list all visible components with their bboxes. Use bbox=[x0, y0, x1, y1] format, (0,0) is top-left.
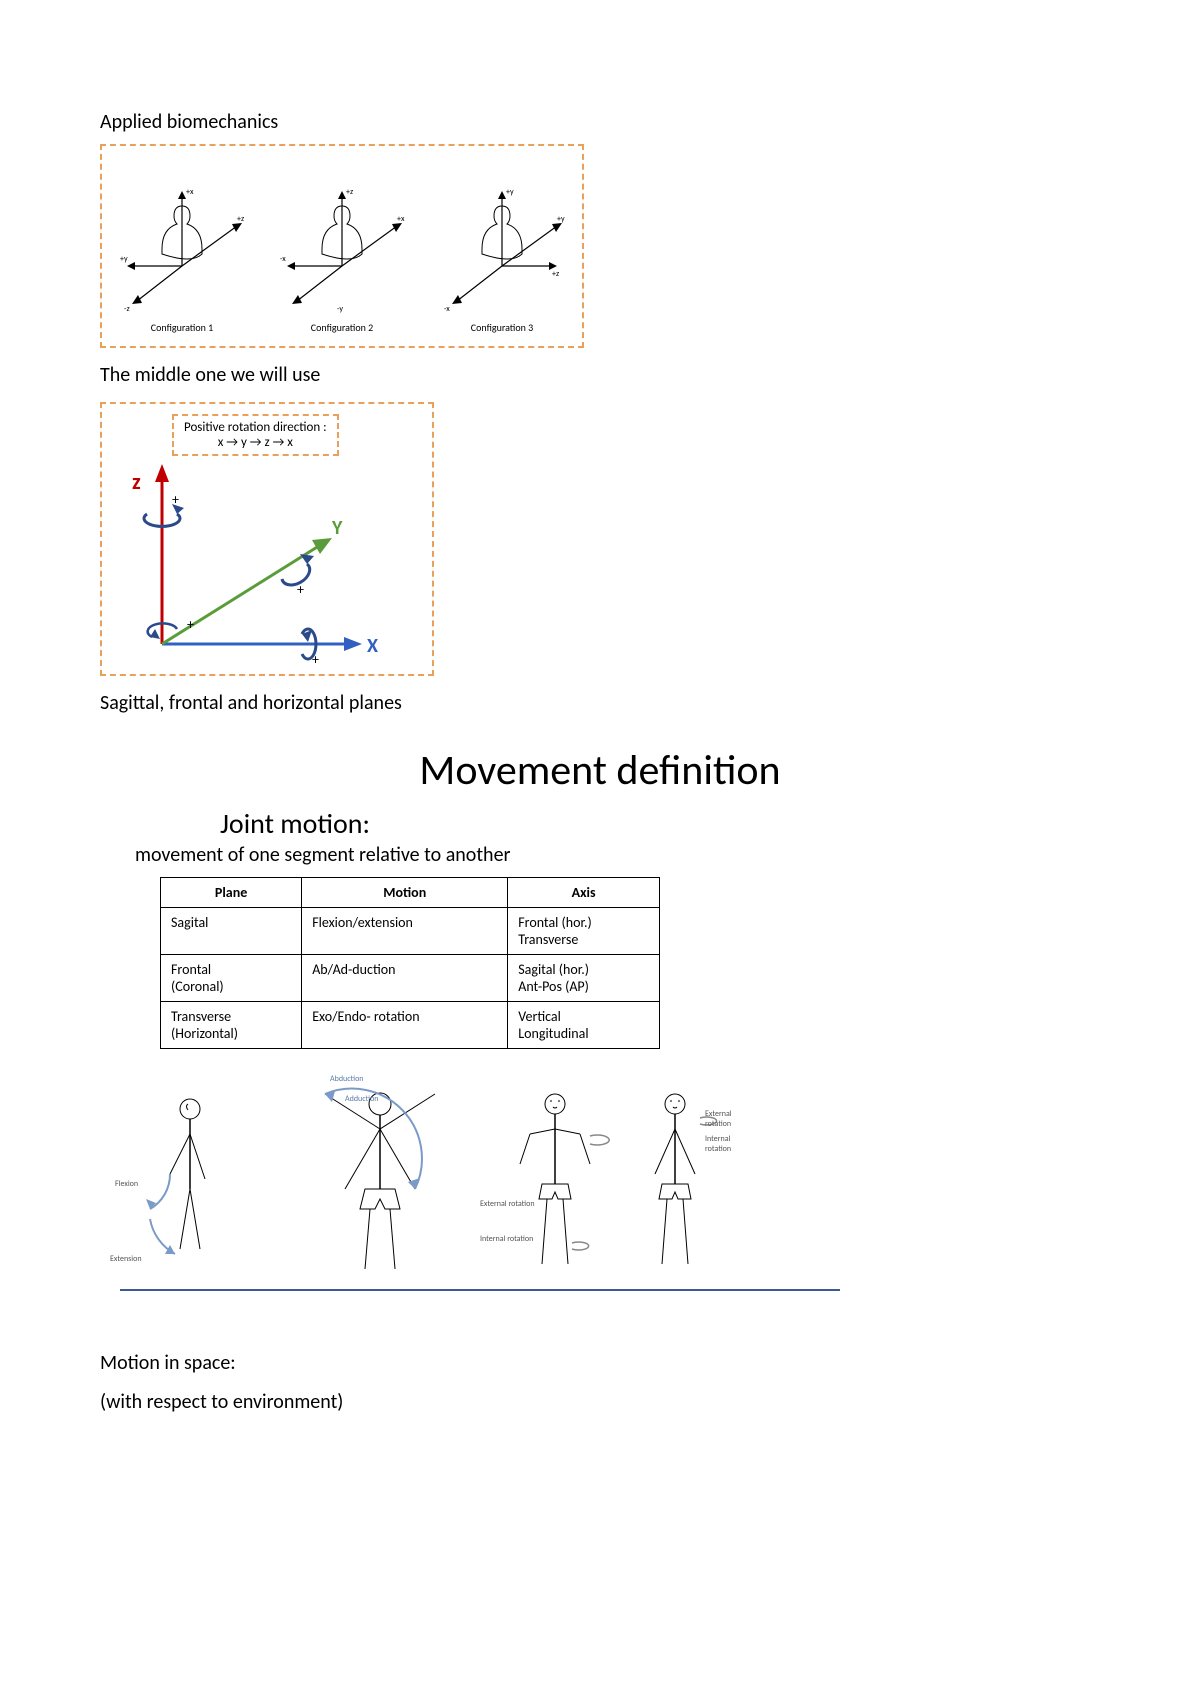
config2-svg: +z -x +x -y bbox=[272, 176, 412, 316]
svg-text:+: + bbox=[172, 491, 179, 508]
abduction-label: Abduction bbox=[330, 1074, 364, 1084]
rotation-svg: z + X + Y + + bbox=[102, 404, 432, 674]
table-row: Transverse(Horizontal)Exo/Endo- rotation… bbox=[161, 1002, 660, 1049]
extension-label: Extension bbox=[110, 1254, 142, 1264]
movement-title: Movement definition bbox=[100, 745, 1100, 796]
table-cell: Flexion/extension bbox=[302, 908, 508, 955]
motion-env: (with respect to environment) bbox=[100, 1390, 1100, 1414]
svg-text:+: + bbox=[187, 616, 194, 633]
rotation-figure: External rotation Internal rotation Exte… bbox=[490, 1079, 750, 1284]
col-plane: Plane bbox=[161, 878, 302, 908]
svg-text:+x: +x bbox=[397, 214, 405, 224]
table-cell: Sagital bbox=[161, 908, 302, 955]
svg-text:+z: +z bbox=[346, 187, 353, 197]
config3-label: Configuration 3 bbox=[471, 321, 533, 334]
table-cell: Ab/Ad-duction bbox=[302, 955, 508, 1002]
svg-text:+z: +z bbox=[552, 269, 559, 279]
table-cell: Transverse(Horizontal) bbox=[161, 1002, 302, 1049]
page: Applied biomechanics +x +y bbox=[0, 0, 1200, 1514]
configurations-box: +x +y +z -z Configuration 1 bbox=[100, 144, 584, 348]
config1-label: Configuration 1 bbox=[151, 321, 213, 334]
svg-text:+x: +x bbox=[186, 187, 194, 197]
motion-table: Plane Motion Axis SagitalFlexion/extensi… bbox=[160, 877, 660, 1049]
table-cell: Frontal(Coronal) bbox=[161, 955, 302, 1002]
z-label: z bbox=[132, 468, 141, 495]
adduction-label: Adduction bbox=[345, 1094, 379, 1104]
movement-desc: movement of one segment relative to anot… bbox=[135, 843, 1100, 867]
ext-rot-label-1: External rotation bbox=[705, 1109, 750, 1129]
int-rot-label-2: Internal rotation bbox=[480, 1234, 533, 1244]
table-cell: Frontal (hor.)Transverse bbox=[508, 908, 660, 955]
movement-subtitle: Joint motion: bbox=[220, 806, 1100, 841]
motion-space: Motion in space: bbox=[100, 1351, 1100, 1375]
flexion-label: Flexion bbox=[115, 1179, 138, 1189]
x-label: X bbox=[367, 634, 378, 658]
table-cell: Exo/Endo- rotation bbox=[302, 1002, 508, 1049]
svg-text:+y: +y bbox=[557, 214, 565, 224]
config-3: +y +z +y -x Configuration 3 bbox=[422, 146, 582, 346]
caption-middle: The middle one we will use bbox=[100, 363, 1100, 387]
table-cell: Sagital (hor.)Ant-Pos (AP) bbox=[508, 955, 660, 1002]
svg-text:-x: -x bbox=[444, 304, 450, 314]
col-axis: Axis bbox=[508, 878, 660, 908]
svg-text:+y: +y bbox=[506, 187, 514, 197]
svg-text:+z: +z bbox=[237, 214, 244, 224]
config-2: +z -x +x -y Configuration 2 bbox=[262, 146, 422, 346]
int-rot-label-1: Internal rotation bbox=[705, 1134, 750, 1154]
config1-svg: +x +y +z -z bbox=[112, 176, 252, 316]
table-row: SagitalFlexion/extensionFrontal (hor.)Tr… bbox=[161, 908, 660, 955]
flexion-figure: Flexion Extension bbox=[120, 1079, 270, 1284]
svg-text:+y: +y bbox=[120, 254, 128, 264]
abduction-figure: Abduction Adduction bbox=[270, 1069, 490, 1284]
svg-text:+: + bbox=[312, 651, 319, 668]
table-cell: VerticalLongitudinal bbox=[508, 1002, 660, 1049]
config2-label: Configuration 2 bbox=[311, 321, 373, 334]
config-1: +x +y +z -z Configuration 1 bbox=[102, 146, 262, 346]
svg-text:-y: -y bbox=[337, 304, 343, 314]
ext-rot-label-2: External rotation bbox=[480, 1199, 535, 1209]
svg-text:-x: -x bbox=[280, 254, 286, 264]
col-motion: Motion bbox=[302, 878, 508, 908]
caption-planes: Sagittal, frontal and horizontal planes bbox=[100, 691, 1100, 715]
page-title: Applied biomechanics bbox=[100, 110, 1100, 134]
rotation-box: Positive rotation direction : x → y → z … bbox=[100, 402, 434, 676]
svg-text:+: + bbox=[297, 581, 304, 598]
table-row: Frontal(Coronal)Ab/Ad-ductionSagital (ho… bbox=[161, 955, 660, 1002]
svg-text:-z: -z bbox=[124, 304, 130, 314]
config3-svg: +y +z +y -x bbox=[432, 176, 572, 316]
body-diagrams: Flexion Extension Abduc bbox=[120, 1069, 840, 1291]
y-label: Y bbox=[331, 516, 343, 540]
